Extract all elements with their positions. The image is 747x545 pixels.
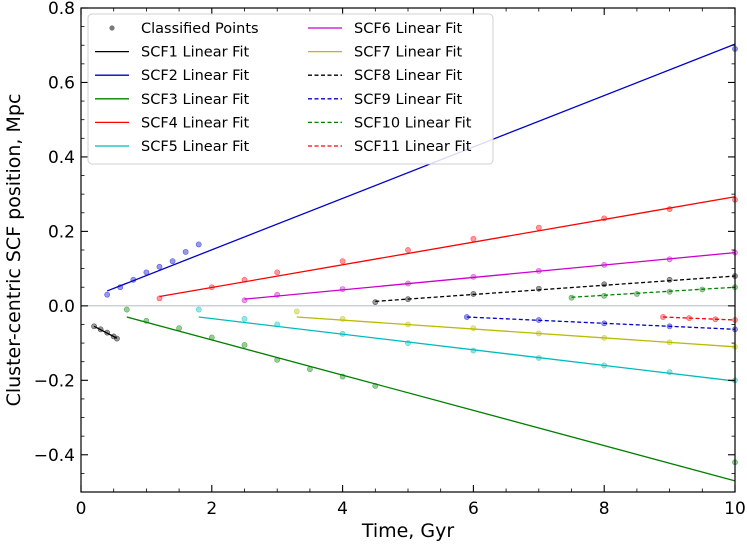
fit-line-scf9 [466, 316, 736, 330]
y-tick-label: 0.2 [48, 222, 75, 242]
series-scf2 [104, 43, 738, 298]
legend-entry: SCF6 Linear Fit [308, 21, 462, 37]
classified-point [195, 241, 202, 248]
fit-line-scf3 [126, 316, 736, 482]
legend-entry: Classified Points [109, 21, 259, 37]
legend-entry: SCF11 Linear Fit [308, 139, 472, 155]
classified-point [666, 276, 673, 283]
x-tick-label: 0 [76, 499, 87, 519]
x-tick-label: 10 [724, 499, 746, 519]
classified-point [470, 325, 477, 332]
classified-point [169, 258, 176, 265]
y-axis-label: Cluster-centric SCF position, Mpc [3, 94, 25, 407]
legend-label: SCF9 Linear Fit [354, 92, 462, 108]
y-tick-label: 0.8 [48, 0, 75, 19]
y-tick-label: −0.4 [34, 446, 75, 466]
series-scf11 [660, 314, 738, 323]
fit-line-scf6 [244, 251, 736, 300]
series-scf1 [91, 323, 120, 342]
series-scf6 [241, 249, 738, 304]
classified-point [293, 308, 300, 315]
fit-line-scf7 [296, 316, 736, 348]
fit-line-scf5 [198, 316, 736, 382]
fit-line-scf10 [571, 286, 736, 298]
legend-label: SCF7 Linear Fit [354, 45, 462, 61]
classified-point [182, 248, 189, 255]
y-tick-label: 0.0 [48, 297, 75, 317]
legend-marker [109, 25, 115, 31]
classified-point [123, 306, 130, 313]
classified-point [274, 269, 281, 276]
classified-point [241, 342, 248, 348]
legend-entry: SCF1 Linear Fit [95, 45, 249, 61]
x-tick-label: 2 [206, 499, 217, 519]
classified-point [372, 299, 379, 306]
classified-point [195, 306, 202, 313]
fit-line-scf8 [375, 275, 736, 303]
axes-layer: 0 2 4 6 8 10 −0.4 −0.2 0.0 0.2 0.4 0.6 0.8 [34, 0, 746, 519]
series-scf3 [123, 306, 738, 482]
fit-line-scf2 [106, 43, 736, 292]
series-scf7 [293, 308, 738, 350]
series-layer [91, 43, 738, 482]
series-scf4 [156, 196, 738, 302]
classified-point [535, 285, 542, 292]
series-scf9 [463, 314, 738, 333]
legend-label: SCF3 Linear Fit [141, 92, 249, 108]
legend-label: SCF2 Linear Fit [141, 68, 249, 84]
fit-line-scf1 [93, 325, 118, 339]
legend-label: SCF10 Linear Fit [354, 115, 472, 131]
y-tick-label: 0.6 [48, 73, 75, 93]
classified-point [241, 315, 248, 322]
classified-point [339, 258, 346, 265]
classified-point [405, 247, 411, 253]
y-tick-label: 0.4 [48, 148, 75, 168]
legend-entry: SCF5 Linear Fit [95, 139, 249, 155]
classified-point [634, 291, 640, 297]
series-scf10 [568, 284, 738, 301]
legend-entry: SCF8 Linear Fit [308, 68, 462, 84]
legend: Classified Points SCF1 Linear Fit SCF2 Lin… [87, 13, 494, 165]
fit-line-scf11 [663, 316, 736, 321]
classified-point [156, 263, 163, 270]
legend-label: SCF8 Linear Fit [354, 68, 462, 84]
legend-label: SCF5 Linear Fit [141, 139, 249, 155]
fit-line-scf4 [159, 196, 736, 298]
legend-label: SCF6 Linear Fit [354, 21, 462, 37]
x-tick-label: 6 [468, 499, 479, 519]
legend-entry: SCF10 Linear Fit [308, 115, 472, 131]
legend-label: Classified Points [141, 21, 259, 37]
classified-point [104, 291, 111, 298]
classified-point [535, 224, 542, 231]
x-tick-label: 4 [337, 499, 348, 519]
legend-label: SCF11 Linear Fit [354, 139, 472, 155]
series-scf5 [195, 306, 738, 384]
y-tick-label: −0.2 [34, 371, 75, 391]
legend-entry: SCF9 Linear Fit [308, 92, 462, 108]
legend-label: SCF4 Linear Fit [141, 115, 249, 131]
legend-entry: SCF3 Linear Fit [95, 92, 249, 108]
classified-point [470, 235, 477, 242]
classified-point [156, 295, 163, 302]
x-axis-label: Time, Gyr [361, 520, 455, 542]
series-scf8 [372, 273, 738, 306]
legend-entry: SCF2 Linear Fit [95, 68, 249, 84]
classified-point [601, 281, 608, 288]
legend-label: SCF1 Linear Fit [141, 45, 249, 61]
legend-entry: SCF4 Linear Fit [95, 115, 249, 131]
x-tick-label: 8 [599, 499, 610, 519]
legend-box [87, 13, 494, 165]
legend-entry: SCF7 Linear Fit [308, 45, 462, 61]
